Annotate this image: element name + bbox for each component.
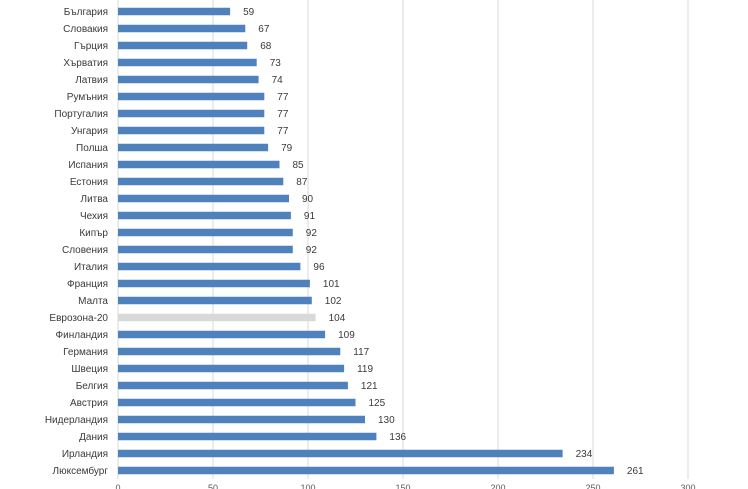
x-tick-label: 100 xyxy=(300,483,315,489)
data-label: 79 xyxy=(281,143,293,154)
bar-26 xyxy=(118,449,563,458)
category-label: Хърватия xyxy=(63,58,108,69)
data-label: 92 xyxy=(306,245,318,256)
data-label: 130 xyxy=(378,415,395,426)
data-label: 261 xyxy=(627,466,644,477)
data-label: 77 xyxy=(277,109,289,120)
category-label: Малта xyxy=(78,296,108,307)
bar-21 xyxy=(118,364,345,373)
data-label: 85 xyxy=(293,160,305,171)
category-label: Португалия xyxy=(54,109,108,120)
category-label: Германия xyxy=(63,347,108,358)
category-label: Нидерландия xyxy=(45,415,108,426)
category-label: Полша xyxy=(76,143,108,154)
data-label: 102 xyxy=(325,296,342,307)
data-label: 117 xyxy=(353,347,369,358)
category-label: Естония xyxy=(70,177,108,188)
bar-17 xyxy=(118,296,312,305)
bar-19 xyxy=(118,330,326,339)
category-label: Испания xyxy=(68,160,108,171)
category-label: Финландия xyxy=(56,330,108,341)
category-label: Латвия xyxy=(75,75,108,86)
data-label: 87 xyxy=(296,177,308,188)
bar-4 xyxy=(118,75,259,84)
category-label: Франция xyxy=(67,279,108,290)
category-label: Словения xyxy=(62,245,108,256)
bar-18 xyxy=(118,313,316,322)
data-label: 119 xyxy=(357,364,373,375)
category-label: Чехия xyxy=(80,211,108,222)
bar-25 xyxy=(118,432,377,441)
data-label: 59 xyxy=(243,7,255,18)
category-labels: България Словакия Гърция Хърватия Латвия Румъ… xyxy=(45,7,109,477)
category-label: Италия xyxy=(74,262,108,273)
category-label: Кипър xyxy=(79,228,108,239)
bar-10 xyxy=(118,177,284,186)
bar-6 xyxy=(118,109,265,118)
bar-13 xyxy=(118,228,293,237)
data-label: 104 xyxy=(329,313,346,324)
bar-11 xyxy=(118,194,289,203)
category-label: България xyxy=(64,7,108,18)
bar-22 xyxy=(118,381,348,390)
bar-1 xyxy=(118,24,246,33)
category-label: Дания xyxy=(79,432,108,443)
category-label: Ирландия xyxy=(62,449,108,460)
data-label: 136 xyxy=(389,432,406,443)
category-label: Словакия xyxy=(63,24,108,35)
bar-27 xyxy=(118,466,614,475)
x-tick-label: 200 xyxy=(490,483,505,489)
bar-16 xyxy=(118,279,310,288)
bar-3 xyxy=(118,58,257,67)
data-label: 77 xyxy=(277,126,289,137)
data-label: 68 xyxy=(260,41,272,52)
bar-2 xyxy=(118,41,248,50)
bar-23 xyxy=(118,398,356,407)
bar-9 xyxy=(118,160,280,169)
data-label: 96 xyxy=(313,262,325,273)
bar-7 xyxy=(118,126,265,135)
data-label: 90 xyxy=(302,194,314,205)
data-label: 101 xyxy=(323,279,340,290)
data-label: 234 xyxy=(576,449,593,460)
category-label: Австрия xyxy=(70,398,108,409)
bar-24 xyxy=(118,415,365,424)
category-label: Белгия xyxy=(76,381,108,392)
bar-15 xyxy=(118,262,301,271)
category-label: Унгария xyxy=(71,126,108,137)
data-label: 73 xyxy=(270,58,282,69)
bar-12 xyxy=(118,211,291,220)
bar-5 xyxy=(118,92,265,101)
category-label: Литва xyxy=(81,194,109,205)
x-tick-label: 250 xyxy=(585,483,600,489)
category-label: Еврозона-20 xyxy=(49,313,108,324)
data-label: 77 xyxy=(277,92,289,103)
bars xyxy=(118,7,614,475)
x-tick-label: 300 xyxy=(680,483,695,489)
category-label: Румъния xyxy=(67,92,108,103)
x-tick-labels: 0 50 100 150 200 250 300 xyxy=(115,483,695,489)
bar-14 xyxy=(118,245,293,254)
category-label: Швеция xyxy=(71,364,108,375)
category-label: Гърция xyxy=(74,41,108,52)
data-label: 125 xyxy=(369,398,386,409)
bar-0 xyxy=(118,7,231,16)
bar-20 xyxy=(118,347,341,356)
data-label: 121 xyxy=(361,381,378,392)
data-label: 109 xyxy=(338,330,355,341)
x-tick-label: 50 xyxy=(208,483,218,489)
data-label: 67 xyxy=(258,24,270,35)
x-tick-label: 0 xyxy=(115,483,120,489)
category-label: Люксембург xyxy=(53,465,109,477)
data-label: 74 xyxy=(272,75,284,86)
x-tick-label: 150 xyxy=(395,483,410,489)
gridlines xyxy=(117,0,689,479)
data-label: 91 xyxy=(304,211,316,222)
data-label: 92 xyxy=(306,228,318,239)
bar-8 xyxy=(118,143,269,152)
